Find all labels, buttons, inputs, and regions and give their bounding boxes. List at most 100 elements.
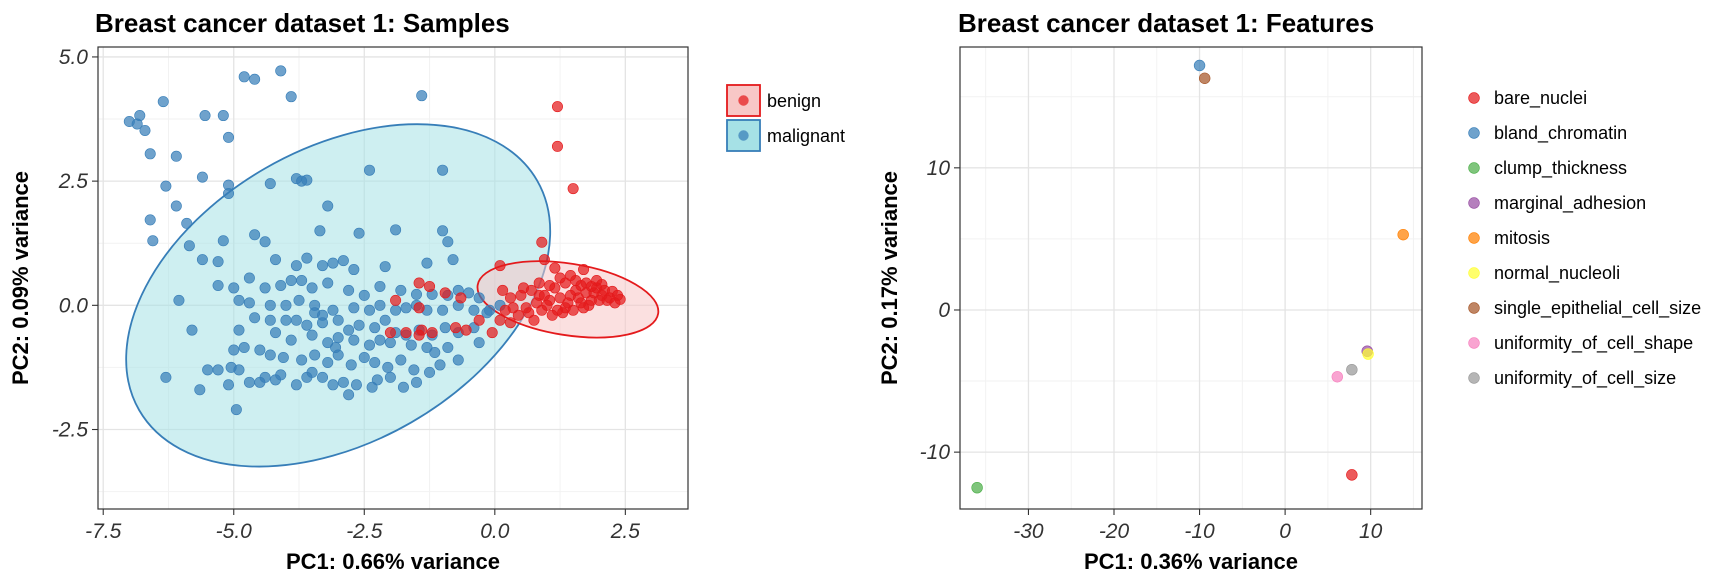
malignant-point	[337, 255, 349, 267]
malignant-point	[322, 277, 334, 289]
features-panel: Breast cancer dataset 1: Features -30 -20…	[877, 8, 1701, 574]
features-major-grid	[960, 47, 1422, 509]
clump_thickness-legend-label: clump_thickness	[1494, 158, 1627, 179]
malignant-point	[296, 354, 308, 366]
malignant-point	[468, 304, 480, 316]
malignant-point	[134, 110, 146, 122]
benign-point	[578, 264, 590, 276]
malignant-point	[196, 171, 208, 183]
x-tick-label: -2.5	[346, 520, 383, 543]
malignant-point	[405, 339, 417, 351]
x-tick-label: 0.0	[480, 520, 510, 543]
benign-point	[497, 284, 509, 296]
malignant-point	[366, 381, 378, 393]
malignant-point	[217, 110, 229, 122]
uniformity_of_cell_shape-legend-marker	[1468, 337, 1480, 349]
x-tick-label: 10	[1359, 520, 1383, 543]
malignant-point	[233, 324, 245, 336]
malignant-point	[223, 379, 235, 391]
malignant-point	[369, 356, 381, 368]
benign-point	[554, 292, 566, 304]
malignant-point	[421, 257, 433, 269]
malignant-point	[327, 379, 339, 391]
benign-point	[507, 302, 519, 314]
y-tick-label: -2.5	[52, 419, 89, 442]
benign-point	[562, 297, 574, 309]
clump_thickness-point	[971, 481, 983, 494]
malignant-point	[223, 131, 235, 143]
samples-y-ticks: -2.5 0.0 2.5 5.0	[52, 46, 98, 442]
benign-point	[551, 140, 563, 152]
x-tick-label: -5.0	[216, 520, 253, 543]
malignant-point	[254, 344, 266, 356]
malignant-point	[173, 294, 185, 306]
malignant-point	[296, 274, 308, 286]
benign-point	[486, 327, 498, 339]
malignant-point	[348, 334, 360, 346]
malignant-point	[199, 110, 211, 122]
malignant-point	[484, 304, 496, 316]
malignant-point	[243, 272, 255, 284]
features-panel-border	[959, 46, 1423, 510]
y-tick-label: 10	[927, 157, 951, 180]
malignant-point	[306, 282, 318, 294]
samples-points	[123, 65, 626, 416]
features-x-ticks: -30 -20 -10 0 10	[1013, 509, 1383, 543]
malignant-point	[301, 319, 313, 331]
features-legend: bare_nuclei bland_chromatin clump_thicknes…	[1468, 88, 1701, 389]
malignant-point	[437, 304, 449, 316]
malignant-point	[301, 174, 313, 186]
malignant-point	[371, 374, 383, 386]
malignant-point	[212, 364, 224, 376]
benign-point	[494, 314, 506, 326]
malignant-point	[395, 284, 407, 296]
benign-point	[572, 292, 584, 304]
bare_nuclei-point	[1346, 469, 1358, 481]
y-tick-label: 5.0	[59, 46, 89, 69]
features-chart-title: Breast cancer dataset 1: Features	[958, 8, 1374, 38]
malignant-point	[343, 284, 355, 296]
malignant-point	[317, 309, 329, 321]
malignant-point	[196, 254, 208, 266]
malignant-point	[139, 124, 151, 136]
malignant-point	[228, 282, 240, 294]
malignant-point	[264, 314, 276, 326]
uniformity_of_cell_shape-point	[1331, 371, 1344, 383]
malignant-point	[410, 376, 422, 388]
malignant-point	[322, 337, 334, 349]
malignant-point	[374, 299, 386, 311]
malignant-point	[327, 304, 339, 316]
benign-point	[593, 294, 605, 306]
benign-point	[384, 327, 396, 339]
malignant-point	[330, 342, 342, 354]
benign-point	[528, 314, 540, 326]
malignant-point	[332, 332, 344, 344]
benign-legend-label: benign	[767, 91, 821, 111]
malignant-point	[170, 150, 182, 162]
features-x-axis-title: PC1: 0.36% variance	[1084, 549, 1298, 574]
malignant-point	[314, 225, 326, 237]
mitosis-legend-label: mitosis	[1494, 228, 1550, 248]
mitosis-legend-marker	[1468, 232, 1480, 244]
malignant-point	[322, 356, 334, 368]
bland_chromatin-legend-label: bland_chromatin	[1494, 123, 1627, 144]
malignant-point	[186, 324, 198, 336]
malignant-point	[434, 359, 446, 371]
single_epithelial_cell_size-legend-label: single_epithelial_cell_size	[1494, 298, 1701, 319]
malignant-point	[249, 229, 261, 241]
benign-point	[578, 302, 590, 314]
malignant-point	[160, 180, 172, 192]
malignant-point	[270, 327, 282, 339]
malignant-point	[217, 235, 229, 247]
benign-point	[455, 292, 467, 304]
malignant-point	[384, 337, 396, 349]
x-tick-label: -30	[1013, 520, 1044, 543]
y-tick-label: 0.0	[59, 294, 89, 317]
malignant-point	[358, 289, 370, 301]
malignant-point	[400, 302, 412, 314]
malignant-point	[309, 349, 321, 361]
malignant-point	[416, 90, 428, 102]
malignant-point	[183, 240, 195, 252]
benign-point	[533, 277, 545, 289]
